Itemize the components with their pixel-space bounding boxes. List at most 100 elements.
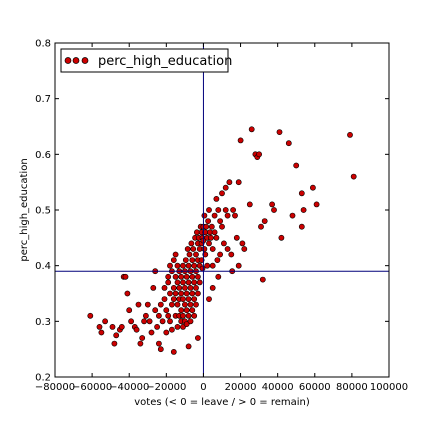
x-tick-label: 80000 — [336, 382, 368, 393]
data-point — [289, 212, 296, 219]
data-point — [183, 307, 190, 314]
y-tick-label: 0.6 — [35, 150, 51, 161]
data-point — [137, 340, 144, 347]
data-point — [180, 296, 186, 302]
data-point — [201, 212, 208, 219]
data-point — [185, 296, 192, 302]
data-point — [347, 131, 353, 138]
data-point — [139, 335, 146, 341]
data-point — [187, 284, 194, 291]
data-point — [201, 246, 208, 252]
data-point — [98, 329, 105, 336]
data-point — [206, 296, 212, 302]
data-point — [213, 195, 220, 202]
x-tick-label: −40000 — [109, 382, 149, 393]
data-point — [189, 290, 196, 297]
data-point — [141, 318, 147, 325]
data-point — [194, 290, 201, 297]
data-point — [246, 201, 253, 208]
data-point — [211, 229, 218, 236]
data-point — [180, 279, 186, 286]
data-point — [182, 257, 189, 263]
legend-marker — [64, 57, 72, 64]
data-point — [181, 284, 188, 291]
data-point — [170, 257, 177, 263]
data-point — [298, 190, 305, 197]
data-point — [298, 223, 305, 230]
data-point — [191, 296, 198, 302]
data-point — [276, 129, 283, 135]
legend: perc_high_education — [60, 48, 232, 73]
legend-marker — [81, 57, 89, 64]
y-tick-label: 0.3 — [35, 317, 51, 328]
data-point — [157, 301, 164, 308]
data-point — [154, 323, 160, 330]
data-point — [165, 312, 172, 319]
data-point — [180, 262, 186, 269]
data-point — [313, 201, 320, 208]
data-point — [215, 273, 222, 280]
data-point — [174, 301, 181, 308]
data-point — [150, 284, 157, 291]
data-point — [124, 290, 131, 297]
x-tick-label: −60000 — [72, 382, 112, 393]
data-point — [285, 140, 292, 147]
x-tick-label: 40000 — [262, 382, 294, 393]
data-point — [87, 312, 94, 319]
data-point — [213, 234, 220, 241]
data-point — [161, 284, 168, 291]
data-point — [185, 312, 192, 319]
data-point — [135, 301, 142, 308]
data-point — [191, 262, 198, 269]
data-point — [239, 240, 246, 247]
data-point — [241, 246, 248, 252]
data-point — [183, 273, 190, 280]
data-point — [148, 329, 155, 336]
data-point — [180, 312, 186, 319]
data-point — [203, 223, 210, 230]
data-point — [259, 276, 266, 283]
x-tick-label: 60000 — [299, 382, 331, 393]
data-point — [168, 301, 175, 308]
data-point — [170, 284, 177, 291]
y-tick-label: 0.2 — [35, 373, 51, 384]
legend-marker — [72, 57, 80, 64]
data-point — [157, 346, 164, 353]
x-tick-label: 100000 — [370, 382, 408, 393]
data-point — [193, 251, 199, 258]
data-point — [209, 246, 216, 252]
data-point — [185, 343, 192, 350]
data-point — [178, 307, 185, 314]
data-point — [133, 326, 140, 333]
data-point — [309, 184, 316, 191]
data-point — [214, 257, 221, 263]
y-tick-label: 0.7 — [35, 94, 51, 105]
data-point — [217, 251, 223, 258]
data-point — [165, 273, 172, 280]
data-point — [215, 207, 222, 213]
data-point — [202, 251, 209, 258]
data-point — [155, 312, 162, 319]
legend-marker-icon — [64, 57, 89, 64]
data-point — [183, 321, 190, 327]
data-point — [96, 323, 103, 330]
data-point — [224, 246, 231, 252]
data-point — [228, 251, 235, 258]
data-point — [178, 290, 185, 297]
data-point — [146, 318, 153, 325]
data-point — [172, 290, 179, 297]
x-axis-label: votes (< 0 = leave / > 0 = remain) — [134, 397, 310, 408]
data-point — [126, 307, 133, 314]
x-tick-label: 20000 — [225, 382, 257, 393]
data-point — [196, 279, 203, 286]
data-point — [207, 234, 214, 241]
data-point — [217, 218, 223, 224]
data-point — [167, 262, 173, 269]
data-point — [224, 212, 231, 219]
data-point — [187, 301, 194, 308]
data-point — [222, 184, 229, 191]
data-point — [206, 207, 212, 213]
data-point — [269, 201, 275, 208]
data-point — [155, 340, 162, 347]
